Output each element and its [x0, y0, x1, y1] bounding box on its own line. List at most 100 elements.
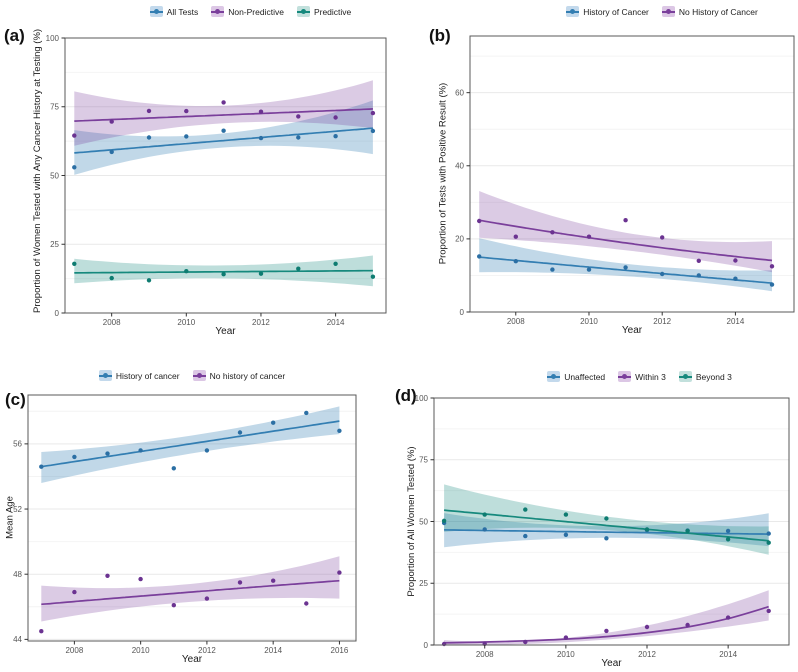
y-tick-label: 20	[455, 235, 464, 244]
data-points	[441, 507, 771, 647]
plot-border	[27, 394, 357, 642]
data-point	[333, 261, 338, 266]
y-tick-label: 25	[50, 240, 59, 249]
data-point	[733, 276, 738, 281]
panel-d-chart-canvas: 0 25 50 75 100 2008 2010 2012 2014	[415, 394, 790, 659]
legend-label: History of cancer	[115, 370, 180, 381]
confidence-band	[444, 513, 769, 548]
trend-lines	[74, 108, 373, 274]
data-point	[138, 576, 143, 582]
legend-item-history-of-cancer: History of cancer	[98, 370, 180, 381]
data-point	[523, 639, 528, 645]
data-point	[221, 100, 226, 105]
x-tick-label: 2014	[727, 317, 745, 326]
data-point	[184, 134, 189, 139]
legend-label: No history of cancer	[209, 370, 286, 381]
x-tick-label: 2012	[198, 646, 216, 655]
data-point	[696, 258, 701, 263]
data-point	[604, 628, 609, 634]
panel-b-y-axis-title: Proportion of Tests with Positive Result…	[437, 82, 449, 265]
data-points	[39, 410, 342, 634]
data-point	[39, 464, 44, 469]
trend-line	[444, 509, 769, 542]
legend-label: Unaffected	[564, 371, 606, 382]
data-point	[333, 134, 338, 139]
data-point	[184, 108, 189, 114]
data-point	[769, 282, 775, 287]
trend-line	[479, 219, 773, 262]
trend-line	[41, 420, 340, 468]
data-point	[221, 272, 226, 277]
data-point	[370, 110, 376, 116]
y-tick-label: 40	[455, 162, 464, 171]
legend-item-beyond-3: Beyond 3	[678, 371, 732, 382]
legend-key-swatch	[566, 6, 580, 17]
data-point	[237, 430, 243, 435]
panel-b: (b) History of Cancer No History of Cance…	[399, 0, 798, 336]
panel-a: (a) All Tests Non-Predictive Predictive Pr…	[0, 0, 399, 337]
legend-item-no-history-of-cancer: No history of cancer	[192, 370, 286, 381]
data-point	[146, 278, 152, 283]
data-point	[109, 119, 114, 124]
data-points	[72, 100, 376, 283]
data-point	[105, 451, 110, 456]
data-point	[204, 448, 210, 453]
panel-a-x-axis-title: Year	[215, 326, 236, 337]
x-tick-label: 2008	[507, 317, 525, 326]
data-point	[523, 507, 528, 512]
y-tick-label: 60	[455, 88, 464, 97]
panel-d-label: (d)	[395, 386, 417, 405]
data-point	[766, 531, 771, 536]
legend-b: History of Cancer No History of Cancer	[500, 6, 798, 17]
y-tick-label: 0	[424, 641, 429, 650]
legend-key-swatch	[547, 371, 561, 382]
x-tick-label: 2014	[264, 646, 282, 655]
data-point	[586, 267, 592, 272]
x-tick-label: 2010	[557, 650, 575, 659]
legend-key-swatch	[211, 6, 225, 17]
data-point	[660, 235, 665, 240]
data-point	[258, 271, 264, 276]
data-point	[72, 165, 77, 170]
data-point	[550, 230, 555, 235]
data-point	[441, 518, 447, 523]
plot-border	[469, 35, 795, 313]
data-point	[146, 135, 152, 140]
panel-b-chart-canvas: 0 20 40 60 2008 2010 2012 2014	[455, 35, 795, 326]
x-tick-label: 2008	[65, 646, 83, 655]
x-tick-label: 2010	[132, 646, 150, 655]
trend-line	[74, 127, 373, 154]
y-tick-label: 50	[419, 517, 428, 526]
data-point	[370, 274, 376, 279]
data-point	[623, 218, 628, 223]
data-point	[644, 624, 650, 630]
panel-c-y-axis-title: Mean Age	[4, 496, 16, 539]
legend-label: Predictive	[313, 6, 352, 17]
legend-key-swatch	[98, 370, 112, 381]
y-tick-label: 25	[419, 579, 428, 588]
data-point	[685, 528, 690, 534]
y-tick-label: 50	[50, 171, 59, 180]
data-point	[523, 533, 528, 539]
data-point	[370, 128, 376, 134]
panel-c: (c) History of cancer No history of cance…	[0, 336, 399, 672]
confidence-band	[444, 590, 769, 645]
data-point	[769, 264, 775, 269]
panel-a-label: (a)	[4, 26, 25, 45]
confidence-band	[41, 556, 340, 622]
y-tick-label: 100	[46, 34, 60, 43]
data-point	[685, 622, 690, 628]
data-point	[477, 254, 482, 259]
data-point	[204, 596, 210, 601]
data-point	[304, 601, 309, 606]
legend-c: History of cancer No history of cancer	[28, 370, 356, 381]
data-point	[184, 269, 189, 274]
legend-key-swatch	[296, 6, 310, 17]
trend-line	[444, 529, 769, 535]
data-point	[337, 570, 342, 575]
data-point	[72, 133, 77, 138]
x-tick-label: 2014	[719, 650, 737, 659]
data-point	[72, 589, 77, 595]
panel-c-chart-canvas: 44 48 52 56 2008 2010 2012 2014 2016	[13, 394, 357, 655]
